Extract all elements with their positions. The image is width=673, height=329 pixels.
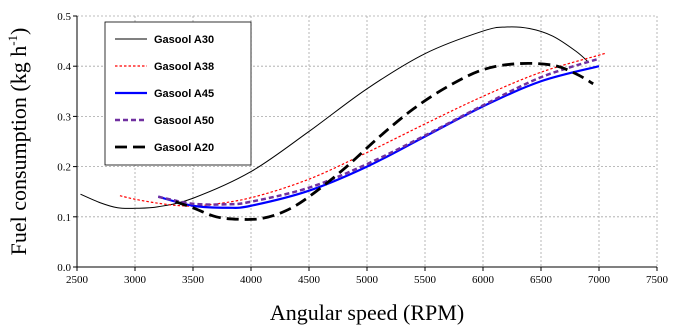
x-tick-label: 6500 <box>530 274 553 286</box>
y-tick-label: 0.4 <box>57 61 71 73</box>
x-tick-label: 4500 <box>298 274 321 286</box>
x-axis-title: Angular speed (RPM) <box>270 300 464 325</box>
legend-label: Gasool A50 <box>154 115 214 127</box>
y-tick-label: 0.5 <box>57 11 71 23</box>
series-line-gasool-a45 <box>157 65 600 209</box>
x-tick-label: 5500 <box>414 274 437 286</box>
x-tick-label: 3000 <box>124 274 147 286</box>
legend-items: Gasool A30 Gasool A38 Gasool A45 Gasool A50… <box>115 34 214 154</box>
y-tick-labels: 0.0 0.1 0.2 0.3 0.4 0.5 <box>57 11 77 274</box>
legend: Gasool A30 Gasool A38 Gasool A45 Gasool A50… <box>104 21 252 166</box>
y-axis-title-superscript: -1 <box>5 35 20 46</box>
y-axis-title-main: Fuel consumption (kg h <box>6 46 31 256</box>
series-line-gasool-a30 <box>80 26 588 209</box>
series-line-gasool-a38 <box>119 52 607 207</box>
x-tick-label: 4000 <box>240 274 263 286</box>
x-tick-label: 3500 <box>182 274 205 286</box>
y-tick-label: 0.3 <box>57 111 71 123</box>
x-tick-label: 6000 <box>472 274 495 286</box>
legend-label: Gasool A30 <box>154 34 214 46</box>
legend-label: Gasool A20 <box>154 142 214 154</box>
series-line-gasool-a50 <box>157 57 600 206</box>
legend-label: Gasool A38 <box>154 61 214 73</box>
x-tick-label: 5000 <box>356 274 379 286</box>
y-axis-title: Fuel consumption (kg h-1) <box>5 28 31 256</box>
y-tick-label: 0.2 <box>57 162 71 174</box>
y-tick-label: 0.0 <box>57 262 71 274</box>
y-axis-title-close: ) <box>6 28 31 35</box>
x-tick-labels: 2500 3000 3500 4000 4500 5000 5500 6000 6500 7000… <box>66 267 669 286</box>
legend-label: Gasool A45 <box>154 88 214 100</box>
series-lines <box>80 26 607 221</box>
x-tick-label: 2500 <box>66 274 89 286</box>
x-tick-label: 7500 <box>646 274 669 286</box>
series-line-gasool-a20 <box>175 61 594 221</box>
y-tick-label: 0.1 <box>57 212 71 224</box>
x-tick-label: 7000 <box>588 274 611 286</box>
